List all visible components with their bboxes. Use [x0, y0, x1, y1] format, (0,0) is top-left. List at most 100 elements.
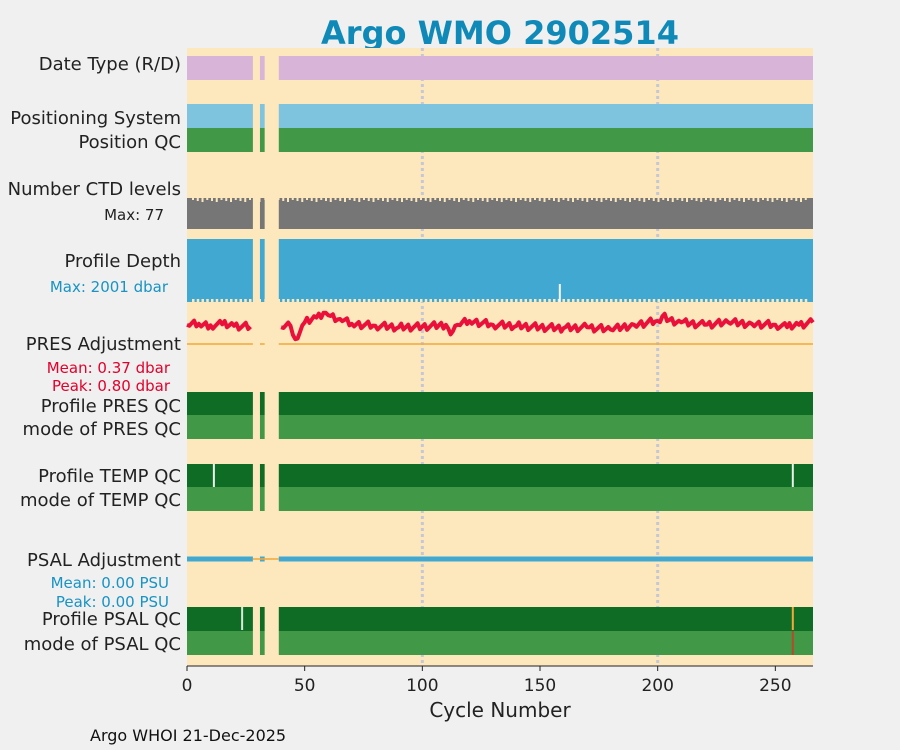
temp-qc-flag-257	[791, 464, 794, 487]
profile-pres-qc-band	[187, 392, 813, 415]
ctd-level-dip	[448, 198, 451, 200]
depth-shallow-mark	[652, 299, 656, 302]
ctd-level-dip	[757, 198, 760, 202]
depth-shallow-mark	[424, 299, 428, 302]
ctd-level-dip	[201, 198, 204, 202]
ctd-level-dip	[766, 198, 769, 201]
ctd-level-dip	[434, 198, 437, 200]
ctd-level-dip	[377, 198, 380, 200]
ctd-level-dip	[382, 198, 384, 201]
depth-shallow-mark	[619, 299, 622, 302]
depth-shallow-mark	[339, 299, 342, 302]
ctd-level-dip	[396, 198, 399, 201]
depth-shallow-mark	[287, 299, 290, 302]
ctd-level-dip	[320, 198, 323, 200]
ctd-level-dip	[610, 198, 612, 201]
label-mode-psal-qc: mode of PSAL QC	[24, 634, 181, 655]
label-mode-pres-qc: mode of PRES QC	[23, 419, 181, 440]
depth-shallow-mark	[795, 299, 798, 302]
ctd-level-dip	[353, 198, 356, 201]
depth-shallow-mark	[581, 299, 584, 302]
ctd-level-dip	[629, 198, 631, 202]
ctd-level-dip	[234, 198, 237, 200]
depth-shallow-mark	[690, 299, 694, 302]
depth-shallow-mark	[771, 299, 774, 302]
depth-shallow-mark	[728, 299, 732, 302]
ctd-level-dip	[676, 198, 679, 200]
depth-sliver	[262, 239, 265, 302]
ctd-level-dip	[211, 198, 213, 201]
ctd-level-dip	[325, 198, 327, 201]
depth-shallow-mark	[700, 299, 703, 302]
ctd-level-dip	[192, 198, 194, 200]
label-profile-psal-qc: Profile PSAL QC	[42, 609, 181, 630]
position-qc-band	[187, 128, 813, 152]
ctd-level-dip	[230, 198, 232, 202]
depth-shallow-mark	[605, 299, 608, 302]
ctd-level-dip	[339, 198, 342, 201]
depth-shallow-mark	[714, 299, 717, 302]
depth-shallow-mark	[643, 299, 646, 302]
depth-shallow-mark	[538, 299, 542, 302]
label-profile-temp-qc: Profile TEMP QC	[38, 466, 181, 487]
position-qc-sliver	[262, 128, 265, 152]
depth-shallow-mark	[524, 299, 527, 302]
ctd-level-dip	[415, 198, 418, 202]
ctd-level-dip	[296, 198, 299, 201]
ctd-level-dip	[562, 198, 565, 200]
depth-shallow-mark	[334, 299, 337, 302]
ctd-level-dip	[804, 198, 807, 200]
depth-shallow-mark	[325, 299, 328, 302]
label-mode-temp-qc: mode of TEMP QC	[20, 490, 181, 511]
ctd-level-dip	[496, 198, 498, 201]
ctd-level-dip	[410, 198, 413, 201]
x-tick-label-200: 200	[641, 676, 673, 696]
chart-title: Argo WMO 2902514	[321, 14, 679, 52]
ctd-level-dip	[524, 198, 527, 201]
x-axis: 0 50 100 150 200 250	[182, 665, 813, 696]
ctd-level-dip	[762, 198, 764, 200]
depth-shallow-mark	[462, 299, 466, 302]
ctd-level-dip	[738, 198, 741, 201]
ctd-level-dip	[291, 198, 294, 200]
ctd-level-dip	[315, 198, 318, 202]
positioning-system-band	[187, 104, 813, 128]
depth-shallow-mark	[196, 299, 200, 302]
depth-shallow-mark	[633, 299, 637, 302]
ctd-level-dip	[472, 198, 475, 202]
ctd-level-dip	[391, 198, 394, 200]
depth-shallow-mark	[477, 299, 480, 302]
ctd-level-dip	[595, 198, 598, 201]
ctd-level-dip	[453, 198, 456, 201]
ctd-level-dip	[515, 198, 517, 202]
ctd-level-dip	[605, 198, 608, 200]
ctd-level-dip	[282, 198, 285, 201]
ctd-level-dip	[548, 198, 551, 200]
ctd-level-dip	[652, 198, 655, 201]
depth-shallow-mark	[420, 299, 423, 302]
depth-shallow-mark	[481, 299, 485, 302]
ctd-level-dip	[358, 198, 361, 202]
ctd-level-dip	[458, 198, 460, 202]
depth-shallow-mark	[686, 299, 689, 302]
temp-qc-flag-11	[212, 464, 215, 487]
ctd-level-dip	[220, 198, 223, 200]
ctd-level-dip	[196, 198, 199, 201]
label-profile-depth: Profile Depth	[64, 251, 181, 272]
profile-temp-qc-band	[187, 464, 813, 487]
ctd-levels-band	[187, 198, 813, 229]
x-tick-label-0: 0	[182, 676, 193, 696]
ctd-level-dip	[728, 198, 731, 202]
depth-shallow-mark	[500, 299, 504, 302]
depth-shallow-mark	[367, 299, 371, 302]
date-type-band	[187, 56, 813, 80]
ctd-level-dip	[348, 198, 351, 200]
label-pres-adjustment: PRES Adjustment	[26, 334, 181, 355]
ctd-level-dip	[681, 198, 684, 201]
pres-adjustment-line-0	[186, 318, 252, 332]
ctd-level-dip	[719, 198, 722, 200]
depth-shallow-mark	[614, 299, 618, 302]
depth-shallow-mark	[586, 299, 589, 302]
depth-shallow-mark	[610, 299, 613, 302]
depth-shallow-mark	[244, 299, 247, 302]
